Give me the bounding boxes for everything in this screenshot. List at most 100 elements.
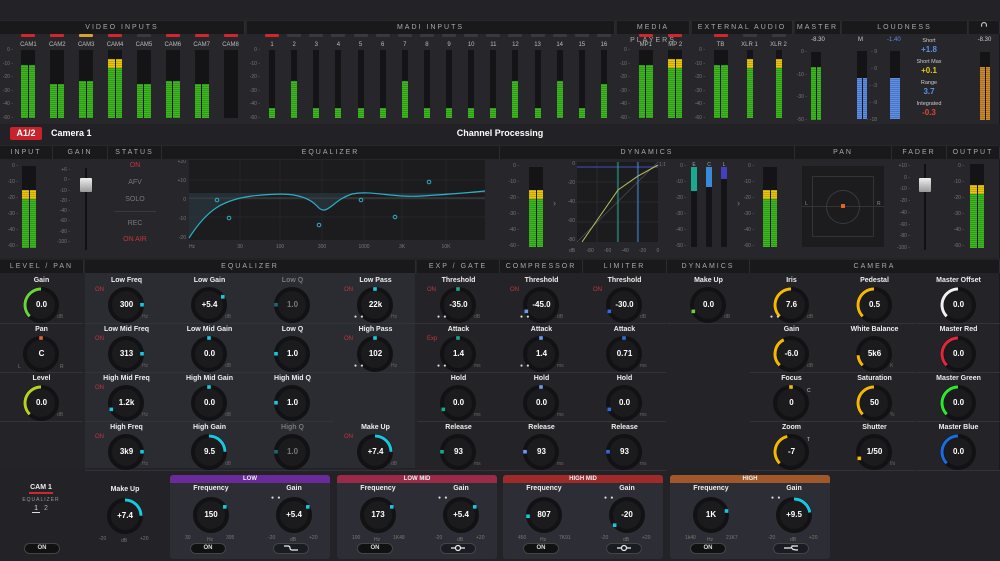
knob-control[interactable] bbox=[604, 285, 644, 330]
channel-strip-7[interactable]: 7 bbox=[394, 34, 416, 50]
mode-dots[interactable]: ● ● bbox=[520, 363, 531, 369]
knob-low-q[interactable]: Low Q 1.0 bbox=[251, 275, 334, 324]
knob-low-mid-freq[interactable]: Low Mid Freq ON 313 Hz bbox=[85, 324, 168, 373]
knob-master-green[interactable]: Master Green 0.0 bbox=[917, 373, 1000, 422]
knob-dial[interactable] bbox=[274, 495, 314, 535]
knob-control[interactable] bbox=[441, 495, 481, 540]
channel-strip-5[interactable]: 5 bbox=[350, 34, 372, 50]
channel-strip-3[interactable]: 3 bbox=[305, 34, 327, 50]
channel-strip-cam2[interactable]: CAM2 bbox=[46, 34, 68, 50]
knob-level[interactable]: Level 0.0 dB bbox=[0, 373, 83, 422]
eq-on-button[interactable]: ON bbox=[24, 543, 60, 554]
knob-hold[interactable]: Hold 0.0 ms bbox=[417, 373, 500, 422]
knob-gain[interactable]: Gain -20 -20 dB +20 bbox=[597, 485, 657, 555]
knob-control[interactable] bbox=[938, 383, 978, 428]
knob-pan[interactable]: Pan C L R bbox=[0, 324, 83, 373]
knob-low-mid-gain[interactable]: Low Mid Gain 0.0 dB bbox=[168, 324, 251, 373]
knob-control[interactable] bbox=[106, 334, 146, 379]
knob-control[interactable] bbox=[355, 285, 395, 330]
knob-control[interactable] bbox=[607, 495, 647, 540]
knob-dial[interactable] bbox=[774, 495, 814, 535]
knob-control[interactable] bbox=[771, 432, 811, 477]
knob-high-q[interactable]: High Q 1.0 bbox=[251, 422, 334, 471]
eq-tab-2[interactable]: 2 bbox=[43, 505, 48, 512]
knob-on-indicator[interactable]: ON bbox=[427, 287, 436, 293]
channel-strip-mp1[interactable]: MP1 bbox=[635, 34, 657, 50]
knob-dial[interactable] bbox=[21, 383, 61, 423]
knob-control[interactable] bbox=[189, 285, 229, 330]
knob-master-offset[interactable]: Master Offset 0.0 bbox=[917, 275, 1000, 324]
knob-control[interactable] bbox=[854, 432, 894, 477]
knob-on-indicator[interactable]: ON bbox=[95, 385, 104, 391]
knob-on-indicator[interactable]: Exp bbox=[427, 336, 438, 342]
knob-dial[interactable] bbox=[272, 383, 312, 423]
pan-pad[interactable]: L R bbox=[802, 166, 884, 247]
knob-dial[interactable] bbox=[521, 383, 561, 423]
knob-dial[interactable] bbox=[355, 334, 395, 374]
band-shape-button[interactable] bbox=[606, 543, 642, 554]
knob-control[interactable] bbox=[688, 285, 728, 330]
knob-control[interactable] bbox=[604, 432, 644, 477]
knob-control[interactable] bbox=[272, 285, 312, 330]
knob-dial[interactable] bbox=[854, 432, 894, 472]
knob-control[interactable] bbox=[21, 334, 61, 379]
knob-dial[interactable] bbox=[355, 285, 395, 325]
knob-control[interactable] bbox=[774, 495, 814, 540]
knob-dial[interactable] bbox=[106, 285, 146, 325]
knob-on-indicator[interactable]: ON bbox=[344, 336, 353, 342]
knob-control[interactable] bbox=[105, 496, 145, 541]
knob-on-indicator[interactable]: ON bbox=[95, 434, 104, 440]
knob-dial[interactable] bbox=[441, 495, 481, 535]
knob-control[interactable] bbox=[938, 432, 978, 477]
mode-dots[interactable]: ● ● bbox=[271, 495, 282, 501]
mode-dots[interactable]: ● ● bbox=[438, 495, 449, 501]
knob-control[interactable] bbox=[272, 383, 312, 428]
knob-gain[interactable]: Gain +9.5 -20 dB +20 bbox=[764, 485, 824, 555]
knob-dial[interactable] bbox=[438, 334, 478, 374]
knob-release[interactable]: Release 93 ms bbox=[500, 422, 583, 471]
knob-dial[interactable] bbox=[524, 495, 564, 535]
knob-control[interactable] bbox=[438, 334, 478, 379]
knob-on-indicator[interactable]: ON bbox=[344, 287, 353, 293]
eq-tab-1[interactable]: 1 bbox=[32, 505, 41, 513]
knob-hold[interactable]: Hold 0.0 ms bbox=[583, 373, 666, 422]
knob-high-pass[interactable]: High Pass ON 102 Hz ● ● bbox=[334, 324, 417, 373]
knob-frequency[interactable]: Frequency 1K 1k40 Hz 21K7 bbox=[681, 485, 741, 555]
band-shape-button[interactable] bbox=[773, 543, 809, 554]
mode-dots[interactable]: ● ● bbox=[354, 363, 365, 369]
knob-control[interactable] bbox=[854, 334, 894, 379]
knob-dial[interactable] bbox=[854, 285, 894, 325]
knob-shutter[interactable]: Shutter 1/50 f/s bbox=[833, 422, 916, 471]
knob-control[interactable] bbox=[521, 334, 561, 379]
knob-control[interactable] bbox=[106, 383, 146, 428]
knob-on-indicator[interactable]: ON bbox=[593, 287, 602, 293]
channel-strip-2[interactable]: 2 bbox=[283, 34, 305, 50]
knob-dial[interactable] bbox=[521, 285, 561, 325]
mode-dots[interactable]: ● ● bbox=[771, 495, 782, 501]
mode-dots[interactable]: ● ● bbox=[437, 363, 448, 369]
knob-control[interactable] bbox=[938, 285, 978, 330]
knob-zoom[interactable]: Zoom -7 T bbox=[750, 422, 833, 471]
knob-control[interactable] bbox=[854, 285, 894, 330]
mode-dots[interactable]: ● ● bbox=[770, 314, 781, 320]
channel-strip-tb[interactable]: TB bbox=[710, 34, 732, 50]
status-afv[interactable]: AFV bbox=[128, 179, 142, 186]
knob-high-freq[interactable]: High Freq ON 3k9 Hz bbox=[85, 422, 168, 471]
knob-high-mid-q[interactable]: High Mid Q 1.0 bbox=[251, 373, 334, 422]
knob-dial[interactable] bbox=[771, 285, 811, 325]
channel-strip-mp2[interactable]: MP 2 bbox=[664, 34, 686, 50]
knob-attack[interactable]: Attack 1.4 ms ● ● bbox=[500, 324, 583, 373]
knob-control[interactable] bbox=[521, 285, 561, 330]
knob-iris[interactable]: Iris 7.6 dB ● ● bbox=[750, 275, 833, 324]
knob-control[interactable] bbox=[191, 495, 231, 540]
knob-on-indicator[interactable]: ON bbox=[95, 287, 104, 293]
knob-dial[interactable] bbox=[854, 334, 894, 374]
knob-control[interactable] bbox=[938, 334, 978, 379]
knob-control[interactable] bbox=[524, 495, 564, 540]
band-shape-button[interactable] bbox=[440, 543, 476, 554]
knob-threshold[interactable]: Threshold ON -30.0 dB bbox=[583, 275, 666, 324]
knob-release[interactable]: Release 93 ms bbox=[583, 422, 666, 471]
gain-fader-handle[interactable] bbox=[80, 178, 92, 192]
knob-control[interactable] bbox=[691, 495, 731, 540]
channel-strip-cam5[interactable]: CAM5 bbox=[133, 34, 155, 50]
